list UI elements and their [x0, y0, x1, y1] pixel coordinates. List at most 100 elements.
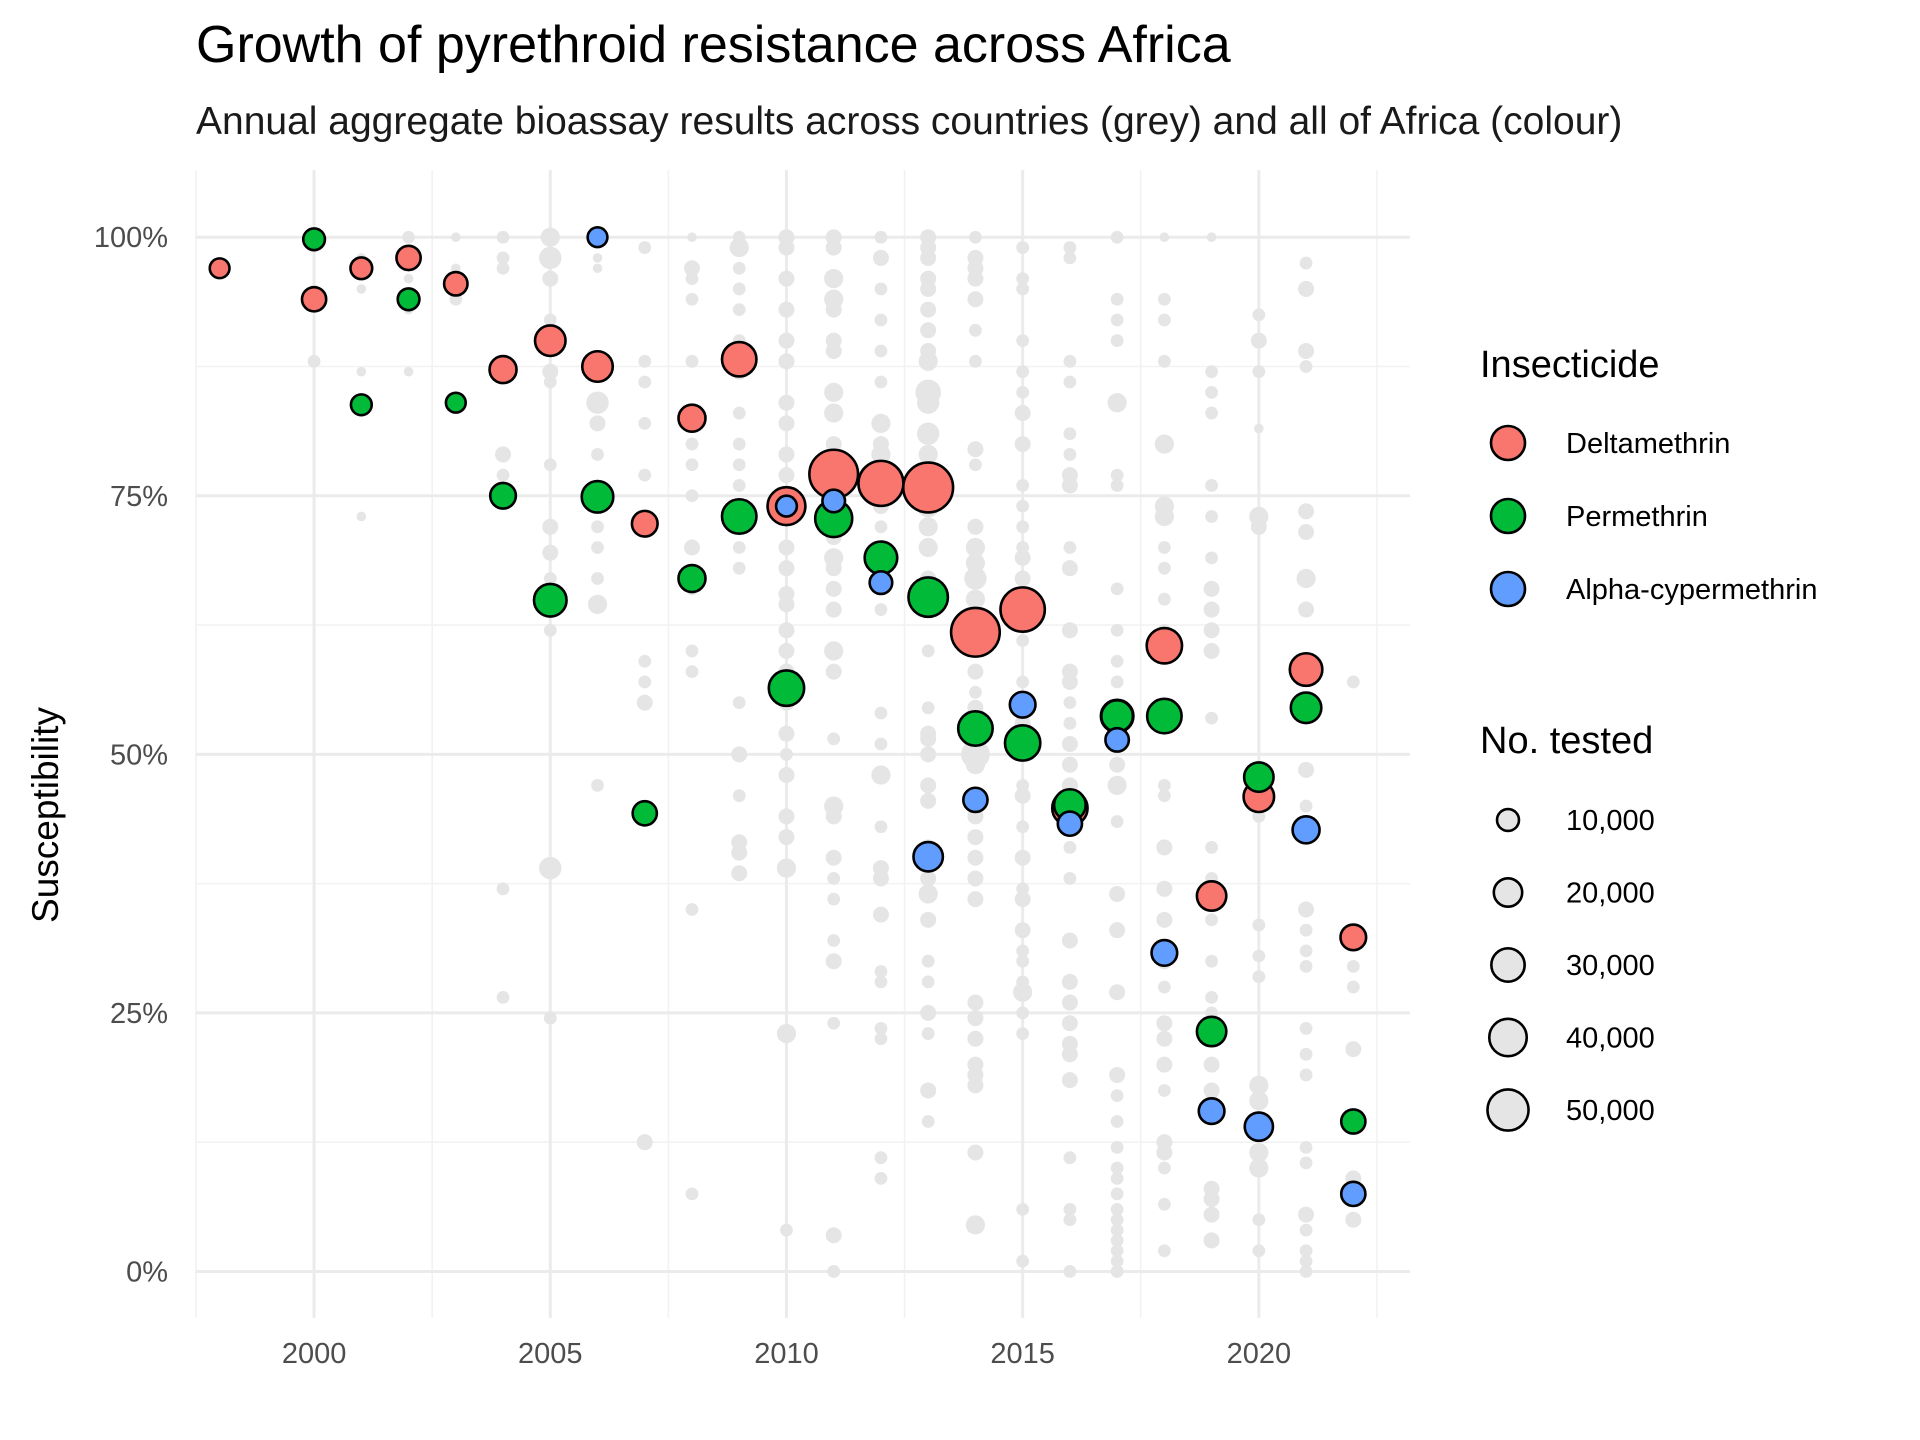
country-point — [825, 301, 842, 318]
country-point — [965, 537, 986, 558]
country-point — [1061, 1046, 1078, 1063]
country-point — [969, 458, 982, 472]
legend-size-key — [1490, 947, 1526, 983]
country-point — [496, 990, 510, 1004]
country-point — [1156, 1015, 1173, 1032]
country-point — [1346, 675, 1360, 689]
series-alpha-cypermethrin — [586, 226, 1367, 1208]
country-point — [587, 594, 608, 614]
country-point — [1063, 251, 1077, 265]
country-point — [874, 313, 888, 327]
country-point — [1063, 841, 1077, 854]
country-point — [918, 351, 938, 371]
country-point — [778, 642, 795, 659]
country-point — [778, 725, 795, 742]
country-point — [965, 755, 986, 775]
country-point — [1110, 815, 1124, 828]
country-point — [732, 282, 746, 296]
country-point — [1346, 980, 1360, 994]
country-point — [1063, 448, 1077, 461]
country-point — [827, 872, 841, 885]
country-point — [589, 415, 606, 432]
data-point — [1195, 1015, 1228, 1048]
country-point — [1063, 427, 1077, 441]
country-point — [638, 354, 652, 368]
country-point — [778, 394, 795, 411]
country-point — [1203, 1056, 1220, 1073]
country-point — [1016, 954, 1030, 968]
country-point — [778, 808, 795, 825]
data-point — [962, 786, 989, 814]
country-point — [1110, 1254, 1124, 1268]
country-point — [732, 541, 746, 554]
country-point — [1157, 592, 1171, 606]
country-point — [1110, 292, 1124, 306]
country-point — [1063, 241, 1077, 254]
country-point — [496, 230, 510, 244]
country-point — [685, 644, 699, 658]
country-point — [356, 284, 367, 294]
country-point — [965, 1215, 986, 1235]
country-point — [1061, 932, 1078, 949]
country-point — [967, 1030, 984, 1047]
country-point — [874, 737, 888, 751]
country-point — [1016, 1203, 1030, 1216]
country-point — [1299, 1140, 1313, 1154]
country-point — [1110, 675, 1124, 689]
country-point — [778, 622, 795, 639]
country-point — [1298, 1206, 1315, 1223]
country-point — [1016, 675, 1030, 689]
legend-size-label: 20,000 — [1566, 878, 1655, 910]
country-point — [543, 572, 557, 585]
country-point — [1299, 944, 1313, 958]
country-point — [1298, 342, 1315, 359]
data-point — [1242, 761, 1275, 794]
country-point — [967, 891, 984, 908]
country-point — [1157, 789, 1171, 803]
country-point — [1205, 385, 1219, 399]
x-tick-label: 2015 — [990, 1338, 1055, 1370]
country-point — [1109, 1066, 1126, 1083]
country-point — [920, 322, 937, 339]
country-point — [1299, 256, 1313, 270]
country-point — [778, 446, 795, 463]
country-point — [780, 1223, 793, 1237]
country-point — [1157, 561, 1171, 575]
country-point — [827, 1016, 841, 1030]
country-point — [778, 596, 795, 613]
country-point — [1252, 308, 1266, 322]
country-point — [964, 567, 987, 590]
country-point — [1156, 911, 1173, 928]
country-point — [1252, 365, 1266, 379]
country-point — [1299, 1047, 1313, 1061]
country-point — [1249, 1142, 1269, 1163]
country-point — [731, 746, 748, 763]
legend-size-label: 30,000 — [1566, 950, 1655, 982]
country-point — [1110, 479, 1124, 492]
country-point — [967, 1010, 984, 1027]
y-tick-label: 75% — [110, 481, 168, 513]
country-point — [1298, 761, 1315, 778]
country-point — [1110, 1265, 1124, 1278]
country-point — [1014, 570, 1031, 587]
y-tick-label: 100% — [94, 222, 168, 254]
country-point — [1205, 479, 1219, 492]
country-point — [1013, 982, 1033, 1002]
data-point — [907, 576, 950, 619]
country-point — [967, 1077, 984, 1094]
country-point — [825, 849, 842, 866]
country-point — [591, 541, 604, 554]
country-point — [1203, 622, 1220, 639]
country-point — [1063, 375, 1077, 389]
country-point — [496, 251, 510, 265]
country-point — [780, 747, 793, 761]
data-point — [396, 287, 421, 312]
country-point — [586, 391, 609, 414]
country-point — [1249, 1075, 1269, 1095]
country-point — [871, 413, 891, 433]
chart-subtitle: Annual aggregate bioassay results across… — [196, 100, 1622, 143]
country-point — [1296, 568, 1316, 589]
country-point — [965, 553, 986, 573]
legend: Insecticide No. tested Deltamethrin Perme… — [1480, 344, 1817, 1132]
legend-size-title: No. tested — [1480, 720, 1653, 762]
